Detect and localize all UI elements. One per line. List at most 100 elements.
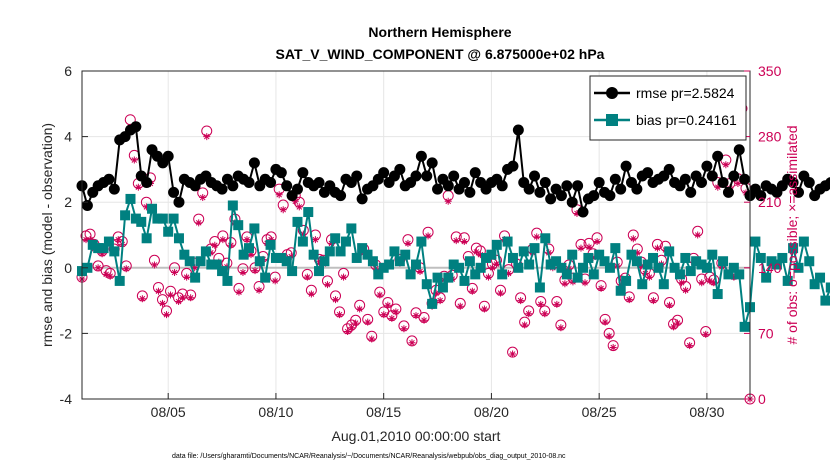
chart-title: Northern Hemisphere [368, 24, 511, 40]
y2-tick-label-5: 350 [758, 63, 782, 79]
bias-point [740, 322, 750, 332]
bias-point [196, 256, 206, 266]
bias-point [303, 207, 313, 217]
rmse-point [734, 144, 745, 155]
rmse-point [497, 180, 508, 191]
rmse-point [103, 174, 114, 185]
bias-point [826, 282, 830, 292]
bias-point [201, 246, 211, 256]
obs-assimilated-point [243, 236, 250, 243]
rmse-point [448, 170, 459, 181]
bias-point [325, 246, 335, 256]
bias-point [675, 269, 685, 279]
rmse-point [723, 187, 734, 198]
rmse-point [281, 180, 292, 191]
bias-point [109, 246, 119, 256]
bias-point [292, 217, 302, 227]
bias-point [707, 250, 717, 260]
x-tick-label-2: 08/15 [366, 404, 401, 420]
bias-point [411, 260, 421, 270]
rmse-point [572, 180, 583, 191]
bias-point [540, 233, 550, 243]
rmse-point [130, 121, 141, 132]
bias-point [519, 246, 529, 256]
bias-point [524, 260, 534, 270]
y-tick-label-2: 0 [64, 260, 72, 276]
bias-point [486, 250, 496, 260]
data-file-footnote: data file: /Users/gharamti/Documents/NCA… [172, 453, 566, 460]
bias-point [163, 227, 173, 237]
rmse-point [421, 170, 432, 181]
rmse-point [141, 177, 152, 188]
bias-point [336, 246, 346, 256]
bias-point [174, 233, 184, 243]
rmse-point [168, 187, 179, 198]
bias-point [120, 210, 130, 220]
bias-point [438, 282, 448, 292]
bias-point [287, 266, 297, 276]
y-tick-label-4: 4 [64, 129, 72, 145]
bias-point [621, 276, 631, 286]
bias-point [680, 253, 690, 263]
rmse-point [642, 167, 653, 178]
bias-point [422, 279, 432, 289]
rmse-point [610, 174, 621, 185]
rmse-point [173, 197, 184, 208]
bias-point [750, 237, 760, 247]
bias-point [260, 273, 270, 283]
rmse-point [292, 184, 303, 195]
bias-point [282, 256, 292, 266]
obs-assimilated-point [630, 235, 637, 242]
bias-point [309, 250, 319, 260]
rmse-point [513, 125, 524, 136]
bias-point [583, 253, 593, 263]
rmse-point [459, 177, 470, 188]
chart-subtitle: SAT_V_WIND_COMPONENT @ 6.875000e+02 hPa [276, 46, 605, 62]
obs-assimilated-point [586, 244, 593, 251]
y-axis-label: rmse and bias (model - observation) [39, 123, 55, 347]
rmse-point [265, 177, 276, 188]
rmse-point [631, 184, 642, 195]
rmse-point [540, 177, 551, 188]
bias-point [233, 220, 243, 230]
bias-point [443, 273, 453, 283]
bias-point [222, 276, 232, 286]
rmse-point [443, 180, 454, 191]
bias-point [734, 269, 744, 279]
bias-point [406, 269, 416, 279]
rmse-point [217, 184, 228, 195]
bias-point [815, 273, 825, 283]
legend-rmse-label: rmse pr=2.5824 [636, 85, 735, 101]
bias-point [249, 223, 259, 233]
bias-point [244, 243, 254, 253]
bias-point [492, 240, 502, 250]
rmse-point [427, 157, 438, 168]
bias-point [104, 237, 114, 247]
bias-point [217, 266, 227, 276]
x-tick-label-3: 08/20 [474, 404, 509, 420]
bias-point [384, 260, 394, 270]
bias-point [352, 253, 362, 263]
obs-assimilated-point [195, 219, 202, 226]
obs-assimilated-point [525, 310, 532, 317]
rmse-point [357, 193, 368, 204]
obs-assimilated-point [211, 242, 218, 249]
rmse-point [163, 151, 174, 162]
rmse-point [378, 167, 389, 178]
bias-point [147, 204, 157, 214]
bias-point [508, 253, 518, 263]
rmse-point [739, 174, 750, 185]
obs-assimilated-point [107, 273, 114, 280]
rmse-point [314, 177, 325, 188]
x-axis-label: Aug.01,2010 00:00:00 start [332, 428, 501, 444]
bias-point [503, 237, 513, 247]
bias-point [266, 240, 276, 250]
bias-point [136, 217, 146, 227]
obs-assimilated-point [167, 291, 174, 298]
rmse-point [561, 180, 572, 191]
rmse-point [685, 187, 696, 198]
rmse-point [534, 187, 545, 198]
bias-point [427, 299, 437, 309]
